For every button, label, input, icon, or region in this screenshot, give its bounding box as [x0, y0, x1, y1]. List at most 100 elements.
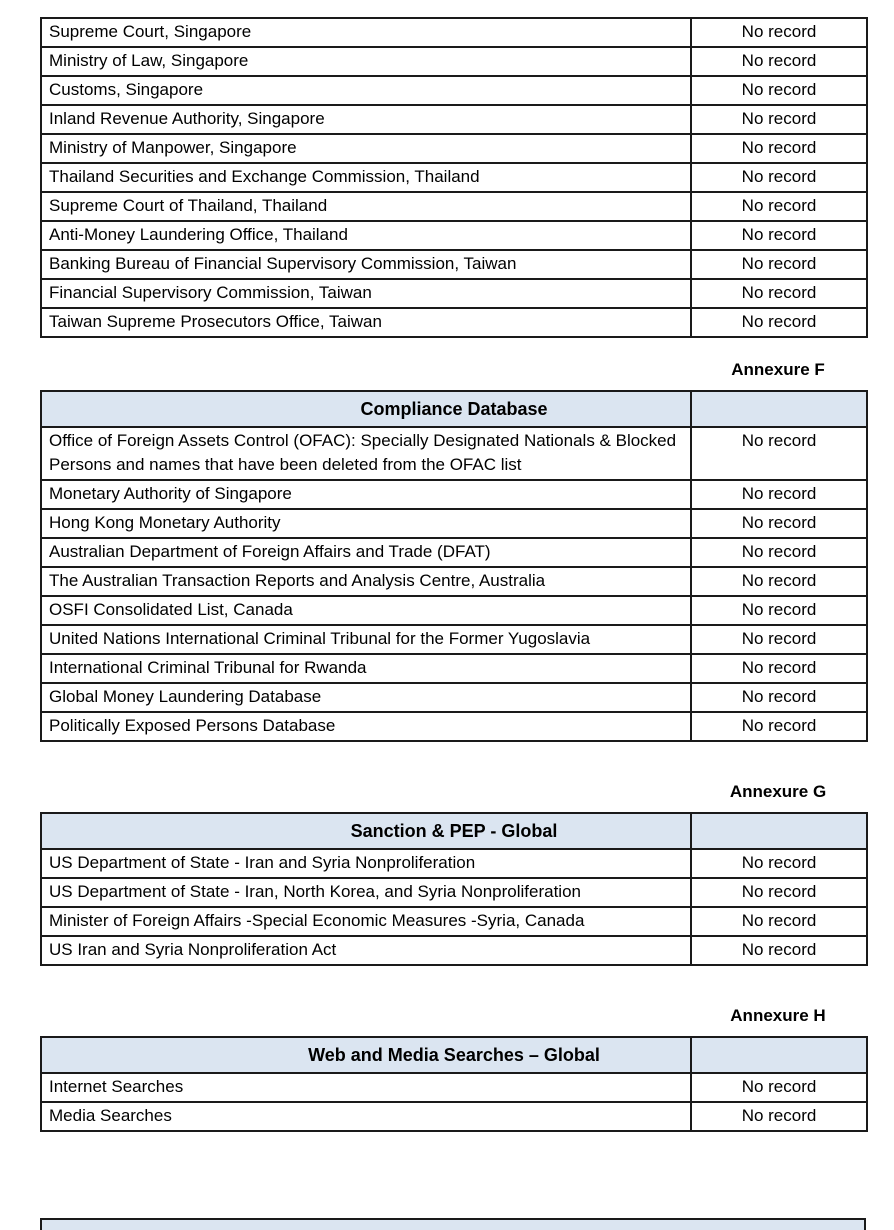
table-header-row: Web and Media Searches – Global — [39, 1036, 869, 1074]
table-row: Monetary Authority of Singapore No recor… — [40, 479, 869, 510]
annexure-h-label: Annexure H — [730, 1006, 826, 1025]
table-row: Minister of Foreign Affairs -Special Eco… — [40, 906, 869, 937]
result-cell: No record — [689, 711, 869, 742]
result-cell: No record — [689, 426, 869, 481]
table-row: Office of Foreign Assets Control (OFAC):… — [40, 426, 869, 481]
source-name-cell: Politically Exposed Persons Database — [40, 711, 692, 742]
table-header-row: Sanction & PEP - Global — [39, 812, 869, 850]
source-name-cell: Media Searches — [40, 1101, 692, 1132]
table-row: OSFI Consolidated List, Canada No record — [40, 595, 869, 626]
source-name-cell: International Criminal Tribunal for Rwan… — [40, 653, 692, 684]
source-name-cell: Anti-Money Laundering Office, Thailand — [40, 220, 692, 251]
result-cell: No record — [690, 278, 868, 309]
table-row: Ministry of Law, Singapore No record — [40, 46, 868, 77]
table-row: Global Money Laundering Database No reco… — [40, 682, 869, 713]
result-cell: No record — [690, 46, 868, 77]
table-row: Ministry of Manpower, Singapore No recor… — [40, 133, 868, 164]
source-name-cell: Global Money Laundering Database — [40, 682, 692, 713]
result-cell: No record — [689, 1072, 869, 1103]
table-header-row: Compliance Database — [39, 390, 869, 428]
source-name-cell: Taiwan Supreme Prosecutors Office, Taiwa… — [40, 307, 692, 338]
source-name-cell: Customs, Singapore — [40, 75, 692, 106]
screening-sources-table-continued: Supreme Court, Singapore No record Minis… — [40, 17, 868, 338]
source-name-cell: Australian Department of Foreign Affairs… — [40, 537, 692, 568]
table-title-cell: Sanction & PEP - Global — [39, 812, 869, 850]
source-name-cell: Internet Searches — [40, 1072, 692, 1103]
result-cell: No record — [689, 624, 869, 655]
source-name-cell: Ministry of Law, Singapore — [40, 46, 692, 77]
compliance-database-table: Compliance Database Office of Foreign As… — [39, 390, 869, 742]
table-row: Taiwan Supreme Prosecutors Office, Taiwa… — [40, 307, 868, 338]
results-table: Compliance Database Office of Foreign As… — [39, 390, 869, 742]
table-row: Internet Searches No record — [40, 1072, 869, 1103]
source-name-cell: Minister of Foreign Affairs -Special Eco… — [40, 906, 692, 937]
result-cell: No record — [690, 133, 868, 164]
table-row: US Department of State - Iran, North Kor… — [40, 877, 869, 908]
table-row: The Australian Transaction Reports and A… — [40, 566, 869, 597]
table-row: US Iran and Syria Nonproliferation Act N… — [40, 935, 869, 966]
table-row: Inland Revenue Authority, Singapore No r… — [40, 104, 868, 135]
next-table-header-cutoff — [40, 1218, 866, 1230]
source-name-cell: Hong Kong Monetary Authority — [40, 508, 692, 539]
table-title-cell: Compliance Database — [39, 390, 869, 428]
table-row: Supreme Court of Thailand, Thailand No r… — [40, 191, 868, 222]
table-row: United Nations International Criminal Tr… — [40, 624, 869, 655]
source-name-cell: Inland Revenue Authority, Singapore — [40, 104, 692, 135]
results-table: Sanction & PEP - Global US Department of… — [39, 812, 869, 966]
source-name-cell: Supreme Court, Singapore — [40, 17, 692, 48]
result-cell: No record — [689, 653, 869, 684]
source-name-cell: US Department of State - Iran and Syria … — [40, 848, 692, 879]
result-cell: No record — [689, 537, 869, 568]
source-name-cell: US Iran and Syria Nonproliferation Act — [40, 935, 692, 966]
result-cell: No record — [689, 479, 869, 510]
table-row: US Department of State - Iran and Syria … — [40, 848, 869, 879]
result-cell: No record — [689, 508, 869, 539]
results-table: Supreme Court, Singapore No record Minis… — [40, 17, 868, 338]
table-row: Thailand Securities and Exchange Commiss… — [40, 162, 868, 193]
result-cell: No record — [689, 566, 869, 597]
column-divider-line — [690, 814, 693, 848]
result-cell: No record — [690, 220, 868, 251]
table-row: Australian Department of Foreign Affairs… — [40, 537, 869, 568]
result-cell: No record — [689, 1101, 869, 1132]
table-row: Banking Bureau of Financial Supervisory … — [40, 249, 868, 280]
source-name-cell: Banking Bureau of Financial Supervisory … — [40, 249, 692, 280]
column-divider-line — [690, 392, 693, 426]
result-cell: No record — [690, 104, 868, 135]
table-title: Web and Media Searches – Global — [308, 1045, 600, 1065]
source-name-cell: Ministry of Manpower, Singapore — [40, 133, 692, 164]
table-row: International Criminal Tribunal for Rwan… — [40, 653, 869, 684]
result-cell: No record — [689, 935, 869, 966]
source-name-cell: Thailand Securities and Exchange Commiss… — [40, 162, 692, 193]
table-title-cell: Web and Media Searches – Global — [39, 1036, 869, 1074]
result-cell: No record — [689, 906, 869, 937]
table-row: Supreme Court, Singapore No record — [40, 17, 868, 48]
table-title: Compliance Database — [360, 399, 548, 419]
source-name-cell: The Australian Transaction Reports and A… — [40, 566, 692, 597]
sanction-pep-global-table: Sanction & PEP - Global US Department of… — [39, 812, 869, 966]
source-name-cell: Office of Foreign Assets Control (OFAC):… — [40, 426, 692, 481]
result-cell: No record — [690, 17, 868, 48]
table-row: Politically Exposed Persons Database No … — [40, 711, 869, 742]
source-name-cell: US Department of State - Iran, North Kor… — [40, 877, 692, 908]
table-row: Hong Kong Monetary Authority No record — [40, 508, 869, 539]
web-media-searches-table: Web and Media Searches – Global Internet… — [39, 1036, 869, 1132]
result-cell: No record — [690, 307, 868, 338]
result-cell: No record — [690, 249, 868, 280]
annexure-f-label: Annexure F — [731, 360, 825, 379]
source-name-cell: United Nations International Criminal Tr… — [40, 624, 692, 655]
source-name-cell: Supreme Court of Thailand, Thailand — [40, 191, 692, 222]
table-title: Sanction & PEP - Global — [350, 821, 558, 841]
result-cell: No record — [690, 191, 868, 222]
source-name-cell: Financial Supervisory Commission, Taiwan — [40, 278, 692, 309]
result-cell: No record — [689, 877, 869, 908]
table-row: Anti-Money Laundering Office, Thailand N… — [40, 220, 868, 251]
source-name-cell: OSFI Consolidated List, Canada — [40, 595, 692, 626]
table-row: Customs, Singapore No record — [40, 75, 868, 106]
source-name-cell: Monetary Authority of Singapore — [40, 479, 692, 510]
annexure-g-label: Annexure G — [729, 782, 827, 801]
result-cell: No record — [690, 75, 868, 106]
result-cell: No record — [689, 682, 869, 713]
result-cell: No record — [689, 595, 869, 626]
